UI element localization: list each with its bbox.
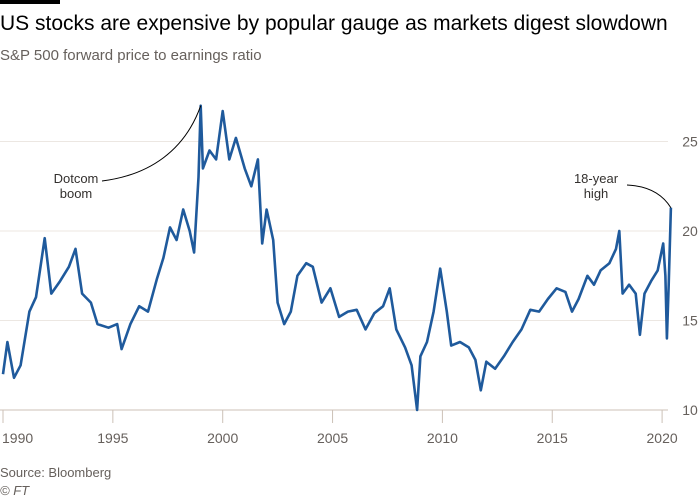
x-tick-label: 2015 — [537, 430, 568, 446]
annotation-label: Dotcom — [54, 171, 99, 186]
x-tick-label: 1995 — [97, 430, 128, 446]
annotation-connector — [101, 105, 202, 182]
x-tick-label: 2020 — [647, 430, 678, 446]
annotation-label: boom — [60, 186, 93, 201]
series-line — [1, 104, 673, 412]
chart-subtitle: S&P 500 forward price to earnings ratio — [0, 47, 262, 64]
x-tick-label: 1990 — [2, 430, 33, 446]
annotation-label: 18-year — [574, 171, 619, 186]
y-tick-label: 25 — [682, 134, 698, 150]
x-tick-label: 2010 — [427, 430, 458, 446]
copyright: © FT — [0, 483, 30, 498]
ft-top-bar — [0, 0, 60, 4]
y-tick-label: 20 — [682, 223, 698, 239]
annotation-label: high — [584, 186, 609, 201]
annotation-connector — [626, 184, 672, 208]
y-tick-label: 15 — [682, 313, 698, 329]
x-tick-label: 2000 — [207, 430, 238, 446]
source-note: Source: Bloomberg — [0, 465, 112, 480]
x-tick-label: 2005 — [317, 430, 348, 446]
chart-title: US stocks are expensive by popular gauge… — [0, 12, 668, 35]
y-tick-label: 10 — [682, 402, 698, 418]
